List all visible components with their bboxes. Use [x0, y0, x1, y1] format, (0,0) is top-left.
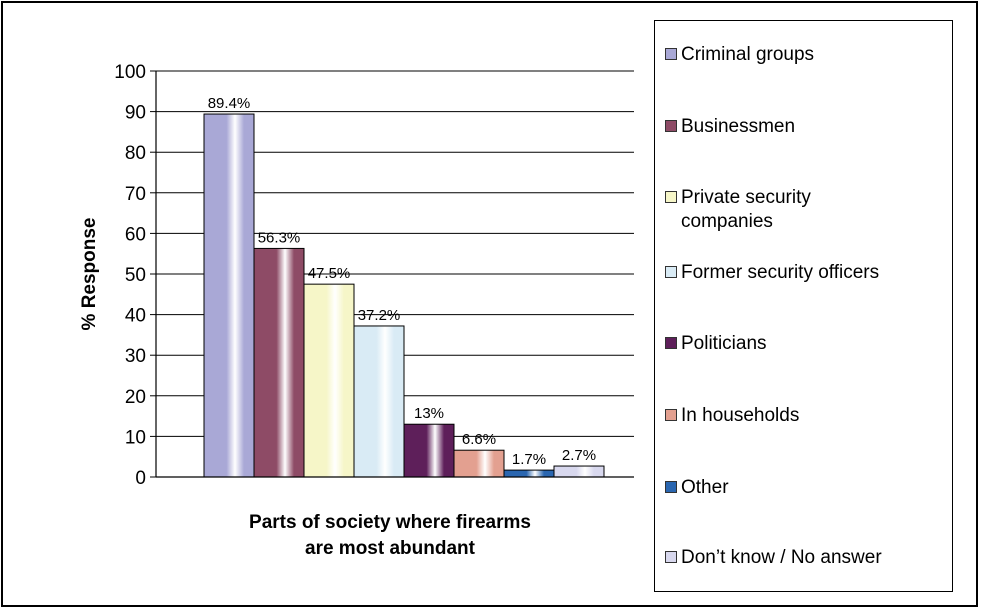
y-tick-label: 40	[125, 306, 146, 327]
legend-swatch	[665, 48, 677, 60]
legend-swatch	[665, 481, 677, 493]
bar-1	[203, 113, 255, 478]
legend-swatch	[665, 120, 677, 132]
legend-swatch	[665, 191, 677, 203]
y-tick-label: 90	[125, 103, 146, 124]
legend-label: Politicians	[681, 333, 767, 354]
legend-label: Former security officers	[681, 262, 880, 283]
legend-label: In households	[681, 405, 800, 426]
data-label: 13%	[414, 405, 444, 422]
legend-item: Other	[665, 476, 729, 500]
legend-item: Politicians	[665, 332, 767, 356]
legend-swatch	[665, 266, 677, 278]
data-label: 37.2%	[358, 307, 401, 324]
legend-label: Private security companies	[681, 187, 811, 232]
y-tick-label: 60	[125, 224, 146, 245]
legend-item: Private security companies	[665, 186, 811, 234]
data-label: 1.7%	[512, 451, 546, 468]
bars	[203, 113, 605, 478]
y-tick-label: 30	[125, 346, 146, 367]
data-label: 2.7%	[562, 447, 596, 464]
data-labels: 89.4% 56.3% 47.5% 37.2% 13% 6.6% 1.7% 2.7%	[208, 95, 596, 468]
x-axis-title: Parts of society where firearms are most …	[249, 512, 531, 559]
legend-item: In households	[665, 404, 799, 428]
data-label: 89.4%	[208, 95, 251, 112]
legend-label: Other	[681, 477, 729, 498]
y-tick-label: 100	[114, 62, 146, 83]
legend-item: Businessmen	[665, 115, 795, 139]
bar-8	[553, 465, 605, 478]
bar-7	[503, 469, 555, 478]
bar-5	[403, 423, 455, 478]
legend-label: Businessmen	[681, 116, 796, 137]
legend-swatch	[665, 337, 677, 349]
legend-item: Former security officers	[665, 261, 879, 285]
data-label: 56.3%	[258, 229, 301, 246]
y-tick-label: 0	[135, 468, 146, 489]
bar-2	[253, 247, 305, 478]
y-tick-label: 20	[125, 387, 146, 408]
y-tick-label: 10	[125, 427, 146, 448]
data-label: 47.5%	[308, 265, 351, 282]
axes: 0 10 20 30 40 50 60 70 80 90 100	[114, 62, 634, 489]
y-tick-label: 50	[125, 265, 146, 286]
y-tick-label: 80	[125, 143, 146, 164]
y-axis-title: % Response	[79, 218, 100, 331]
legend: Criminal groups Businessmen Private securi…	[654, 20, 953, 592]
legend-label: Criminal groups	[681, 44, 815, 65]
legend-label: Don’t know / No answer	[681, 547, 882, 568]
legend-item: Don’t know / No answer	[665, 546, 882, 570]
legend-swatch	[665, 551, 677, 563]
y-tick-label: 70	[125, 184, 146, 205]
bar-3	[303, 283, 355, 478]
legend-swatch	[665, 409, 677, 421]
legend-item: Criminal groups	[665, 43, 814, 67]
data-label: 6.6%	[462, 431, 496, 448]
bar-4	[353, 325, 405, 478]
bar-6	[453, 449, 505, 478]
